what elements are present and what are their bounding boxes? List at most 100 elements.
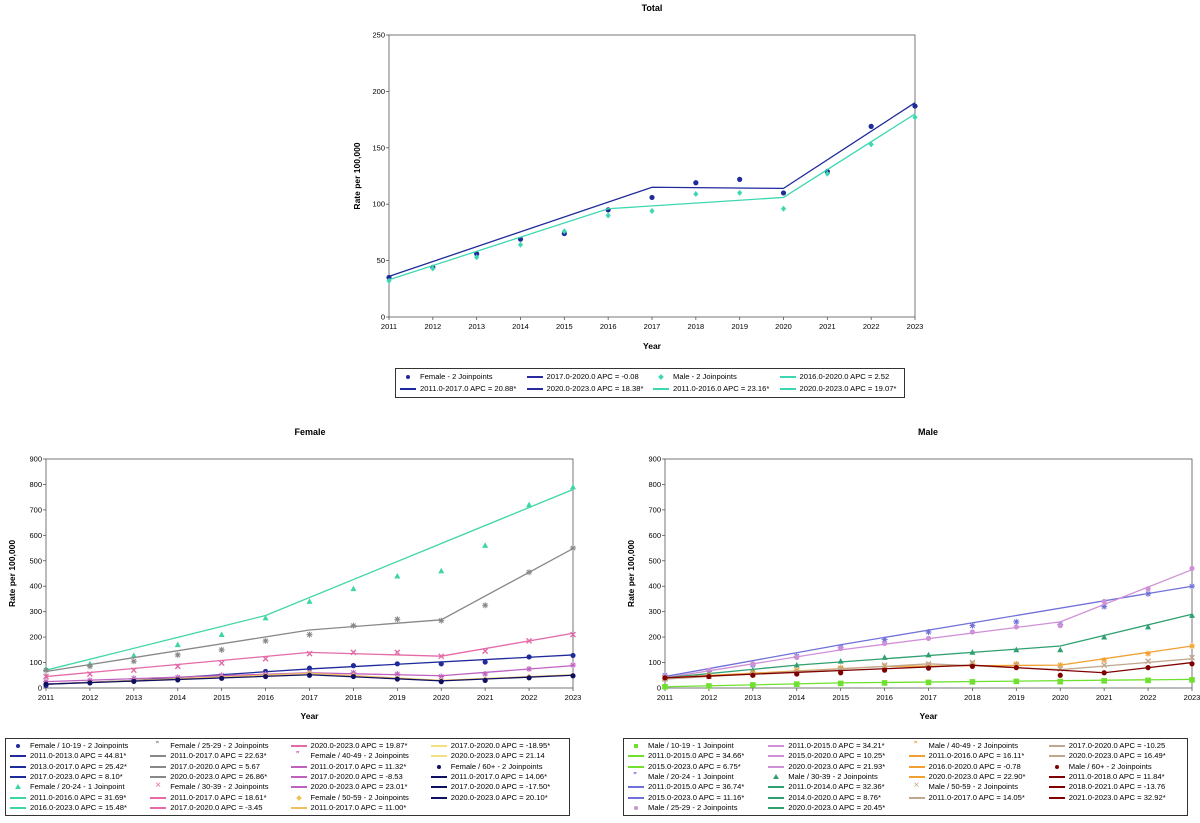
legend-swatch xyxy=(628,803,644,813)
legend-label: 2017.0-2020.0 APC = -18.95* xyxy=(450,741,551,751)
legend-label: 2013.0-2017.0 APC = 25.42* xyxy=(30,761,127,771)
legend-label: 2020.0-2023.0 APC = 19.07* xyxy=(799,384,897,393)
legend-item: 2020.0-2023.0 APC = 21.14 xyxy=(430,751,565,761)
data-point xyxy=(482,671,489,678)
data-point xyxy=(868,141,874,148)
data-point xyxy=(969,622,976,629)
x-tick-label: 2020 xyxy=(433,693,450,702)
data-point xyxy=(350,663,357,669)
y-tick-label: 200 xyxy=(372,87,385,96)
legend-swatch xyxy=(779,384,796,394)
legend-item: 2017.0-2020.0 APC = 5.67 xyxy=(150,762,284,772)
legend-item: 2011.0-2016.0 APC = 16.11* xyxy=(908,751,1043,761)
legend-item: Male - 2 Joinpoints xyxy=(653,371,774,383)
legend-swatch xyxy=(290,803,307,813)
legend-item: 2020.0-2023.0 APC = 18.38* xyxy=(526,383,648,395)
y-tick-label: 600 xyxy=(648,531,661,540)
x-tick-label: 2013 xyxy=(125,693,142,702)
legend-item: 2018.0-2021.0 APC = -13.76 xyxy=(1048,782,1183,792)
legend-swatch xyxy=(768,793,785,803)
data-point xyxy=(350,622,357,629)
legend-label: Male / 25-29 - 2 Joinpoints xyxy=(648,802,738,812)
legend-swatch xyxy=(628,751,644,761)
data-point xyxy=(794,671,800,677)
data-point xyxy=(174,663,181,670)
legend-swatch xyxy=(1048,782,1065,792)
legend-total: Female - 2 Joinpoints 2017.0-2020.0 APC =… xyxy=(395,368,905,398)
legend-label: Male / 10-19 - 1 Joinpoint xyxy=(648,741,734,751)
data-point xyxy=(218,631,225,637)
legend-swatch xyxy=(628,762,644,772)
legend-item: Male / 60+ - 2 Joinpoints xyxy=(1049,762,1183,772)
legend-swatch xyxy=(909,803,925,813)
data-point xyxy=(438,567,445,574)
data-point xyxy=(912,114,918,121)
legend-swatch xyxy=(150,782,166,792)
y-tick-label: 900 xyxy=(648,455,661,464)
x-tick-label: 2018 xyxy=(964,693,981,702)
legend-swatch xyxy=(628,793,644,803)
data-point xyxy=(474,251,480,257)
legend-swatch xyxy=(10,803,26,813)
legend-label: 2015.0-2020.0 APC = 10.25* xyxy=(788,751,886,761)
legend-label: 2011.0-2016.0 APC = 16.11* xyxy=(928,751,1025,761)
data-point xyxy=(570,483,576,490)
data-point xyxy=(1189,643,1195,650)
x-tick-label: 2019 xyxy=(1008,693,1025,702)
data-point xyxy=(1013,646,1020,653)
legend-item: Female / 25-29 - 2 Joinpoints xyxy=(150,741,284,751)
y-tick-label: 700 xyxy=(29,505,42,514)
x-tick-label: 2011 xyxy=(381,322,397,331)
x-tick-label: 2012 xyxy=(424,322,441,331)
data-point xyxy=(706,667,712,673)
legend-swatch xyxy=(1049,803,1065,813)
data-point xyxy=(925,679,932,686)
legend-swatch xyxy=(526,372,543,382)
data-point xyxy=(881,667,888,673)
legend-swatch xyxy=(431,803,447,813)
data-point xyxy=(394,616,401,623)
legend-item: Male / 10-19 - 1 Joinpoint xyxy=(628,741,762,751)
data-point xyxy=(1101,598,1107,605)
data-point xyxy=(838,645,844,652)
legend-label: 2011.0-2017.0 APC = 14.05* xyxy=(928,792,1025,802)
data-point xyxy=(925,665,932,671)
legend-item: 2017.0-2020.0 APC = -10.25 xyxy=(1048,741,1183,751)
data-point xyxy=(1189,612,1195,618)
data-point xyxy=(750,661,756,667)
data-point xyxy=(737,189,743,196)
data-point xyxy=(438,661,444,667)
data-point xyxy=(1189,677,1195,683)
x-axis-label: Year xyxy=(920,711,939,721)
legend-item: 2011.0-2017.0 APC = 18.61* xyxy=(150,792,284,802)
data-point xyxy=(1013,624,1019,630)
legend-item: 2020.0-2023.0 APC = 21.93* xyxy=(768,762,902,772)
legend-label: 2017.0-2020.0 APC = -3.45 xyxy=(170,802,263,812)
data-point xyxy=(1145,586,1151,592)
y-tick-label: 800 xyxy=(29,480,42,489)
y-axis-label: Rate per 100,000 xyxy=(352,142,362,209)
legend-swatch xyxy=(290,772,307,782)
data-point xyxy=(649,207,655,214)
legend-swatch xyxy=(290,741,307,751)
legend-item: 2017.0-2020.0 APC = -8.53 xyxy=(290,772,425,782)
data-point xyxy=(517,241,524,248)
data-point xyxy=(174,641,181,648)
legend-swatch xyxy=(150,751,167,761)
legend-item: 2011.0-2014.0 APC = 32.36* xyxy=(768,782,902,792)
chart-title: Total xyxy=(642,3,663,13)
legend-swatch xyxy=(430,741,447,751)
legend-label: Female / 20-24 - 1 Joinpoint xyxy=(30,782,125,792)
data-point xyxy=(1145,623,1152,630)
legend-swatch xyxy=(150,762,167,772)
data-point xyxy=(837,658,844,664)
legend-label: 2017.0-2020.0 APC = 5.67 xyxy=(170,761,260,771)
legend-swatch xyxy=(768,782,785,792)
legend-item: 2011.0-2013.0 APC = 44.81* xyxy=(10,751,144,761)
data-point xyxy=(386,277,392,284)
legend-item: 2011.0-2017.0 APC = 14.05* xyxy=(908,792,1043,802)
legend-item: Male / 50-59 - 2 Joinpoints xyxy=(909,782,1043,792)
x-tick-label: 2016 xyxy=(876,693,893,702)
legend-swatch xyxy=(150,772,167,782)
y-tick-label: 400 xyxy=(29,582,42,591)
